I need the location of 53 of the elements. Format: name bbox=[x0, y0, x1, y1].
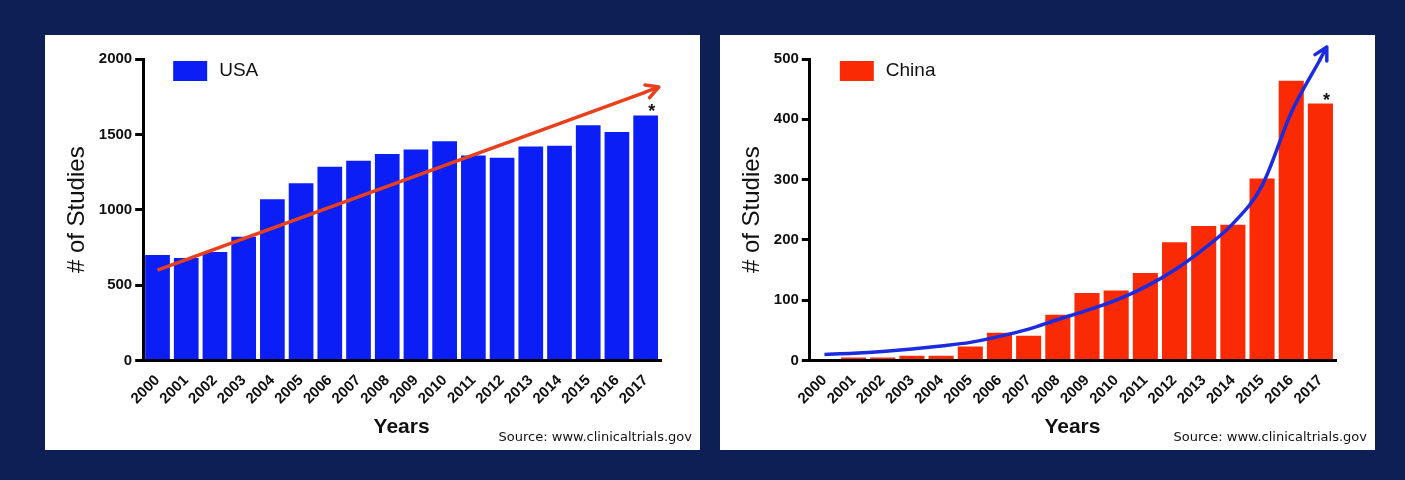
bar bbox=[374, 153, 400, 359]
bar bbox=[403, 149, 429, 359]
bar bbox=[260, 199, 285, 359]
bar bbox=[1045, 314, 1071, 359]
source-note: Source: www.clinicaltrials.gov bbox=[1173, 429, 1367, 444]
bar bbox=[173, 257, 199, 359]
bar bbox=[346, 160, 371, 359]
bar bbox=[1074, 292, 1100, 359]
legend-label: China bbox=[885, 59, 936, 81]
bar bbox=[1191, 226, 1217, 359]
bar bbox=[1307, 103, 1333, 359]
y-tick-label: 200 bbox=[773, 230, 799, 248]
bar bbox=[1249, 178, 1275, 359]
bar bbox=[575, 125, 601, 359]
bar bbox=[957, 346, 983, 359]
bar bbox=[633, 115, 658, 359]
y-tick-label: 400 bbox=[773, 109, 799, 127]
source-note: Source: www.clinicaltrials.gov bbox=[498, 429, 692, 444]
annotation: * bbox=[648, 101, 656, 122]
bar bbox=[489, 157, 515, 359]
bar bbox=[1161, 242, 1188, 359]
legend-label: USA bbox=[219, 59, 259, 81]
bar bbox=[1103, 290, 1129, 359]
y-tick-label: 100 bbox=[773, 290, 799, 308]
bar bbox=[604, 132, 630, 359]
bar bbox=[1220, 224, 1246, 359]
bar bbox=[518, 146, 544, 359]
y-axis-title: # of Studies bbox=[62, 146, 90, 274]
y-tick-label: 500 bbox=[773, 49, 799, 67]
bar bbox=[1278, 80, 1304, 359]
x-axis-title: Years bbox=[1044, 414, 1101, 438]
bar bbox=[1016, 335, 1042, 359]
bar bbox=[317, 166, 343, 359]
bar bbox=[145, 254, 170, 359]
bar bbox=[461, 155, 486, 359]
bar bbox=[928, 355, 954, 359]
y-tick-label: 500 bbox=[107, 275, 133, 293]
annotation: * bbox=[1322, 89, 1330, 110]
bar bbox=[432, 141, 457, 359]
bar bbox=[1132, 273, 1158, 359]
y-axis-title: # of Studies bbox=[737, 146, 765, 274]
bar bbox=[899, 355, 925, 359]
y-tick-label: 2000 bbox=[98, 49, 133, 67]
bar bbox=[547, 145, 572, 359]
bar bbox=[288, 183, 314, 359]
bar bbox=[231, 236, 257, 359]
y-tick-label: 1000 bbox=[98, 199, 133, 217]
y-tick-label: 0 bbox=[790, 350, 799, 368]
y-tick-label: 300 bbox=[773, 169, 799, 187]
y-tick-label: 1500 bbox=[98, 124, 133, 142]
y-tick-label: 0 bbox=[123, 350, 133, 368]
x-axis-title: Years bbox=[373, 414, 430, 438]
bar bbox=[202, 251, 228, 359]
